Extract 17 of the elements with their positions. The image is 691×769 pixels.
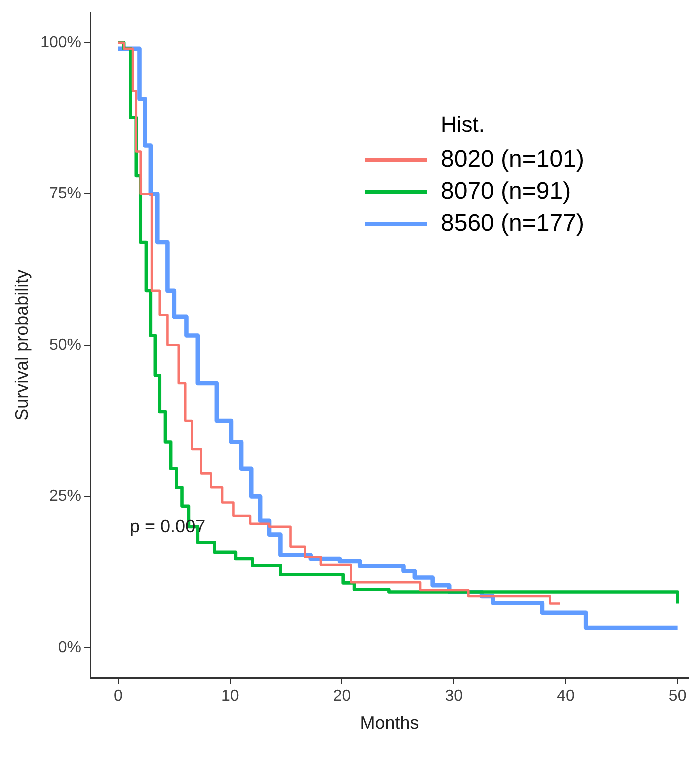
legend-label: 8020 (n=101) — [441, 146, 584, 174]
legend-title: Hist. — [441, 112, 486, 138]
legend-label: 8560 (n=177) — [441, 210, 584, 238]
x-tick-label: 0 — [114, 688, 124, 706]
x-tick-label: 50 — [668, 688, 687, 706]
x-tick-label: 10 — [221, 688, 240, 706]
y-axis-title: Survival probability — [12, 270, 32, 421]
y-tick-label: 25% — [49, 488, 82, 506]
x-tick-label: 20 — [333, 688, 352, 706]
y-tick-label: 0% — [58, 639, 82, 656]
x-tick-label: 30 — [445, 688, 464, 706]
legend-label: 8070 (n=91) — [441, 178, 572, 206]
x-tick-label: 40 — [557, 688, 575, 706]
x-axis-title: Months — [360, 713, 420, 734]
y-tick-label: 50% — [49, 336, 82, 354]
y-tick-label: 75% — [49, 186, 82, 203]
y-tick-label: 100% — [40, 34, 82, 52]
